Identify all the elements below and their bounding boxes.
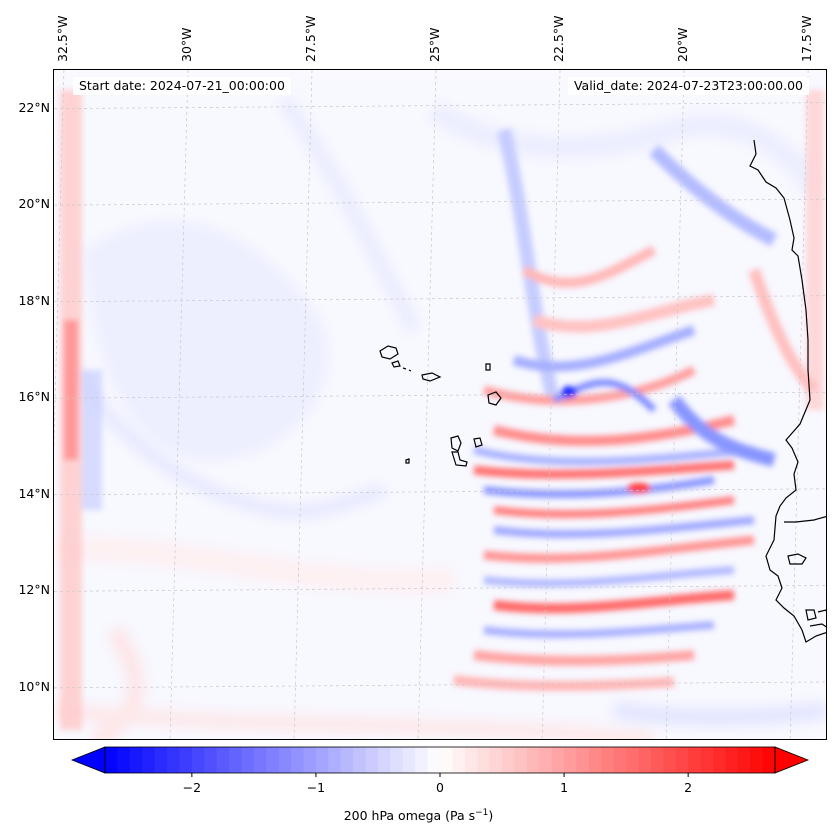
longitude-label: 22.5°W [551,15,567,62]
colorbar-segment [601,747,615,773]
colorbar-segment [650,747,664,773]
colorbar-segment [415,747,429,773]
start-date-label: Start date: 2024-07-21_00:00:00 [73,77,291,95]
latitude-label: 14°N [18,485,50,501]
colorbar-segment [514,747,528,773]
colorbar-segment [502,747,516,773]
colorbar-tick-label: 2 [684,780,693,795]
colorbar-label-exponent: −1 [475,808,489,818]
colorbar-segment [204,747,218,773]
colorbar-segment [526,747,540,773]
colorbar-segment [328,747,342,773]
african-coastline [749,139,826,643]
colorbar-segment [390,747,404,773]
colorbar-segment [750,747,764,773]
colorbar-segment [427,747,441,773]
meridian-line [541,70,561,739]
colorbar-min-extend [70,746,106,774]
colorbar-segment [216,747,230,773]
colorbar-segment [117,747,131,773]
colorbar-segment [477,747,491,773]
colorbar-segment [315,747,329,773]
colorbar-segment [353,747,367,773]
valid-date-label: Valid_date: 2024-07-23T23:00:00.00 [567,77,809,95]
longitude-label: 17.5°W [799,15,815,62]
west-edge-strip [60,90,824,730]
longitude-label: 25°W [427,27,443,62]
colorbar-segment [365,747,379,773]
colorbar-tick-label: −1 [306,780,326,795]
colorbar-tick-label: −2 [182,780,202,795]
colorbar-segment [588,747,602,773]
colorbar-label-main: 200 hPa omega (Pa s [343,808,476,824]
longitude-label: 27.5°W [303,15,318,62]
colorbar-segment [253,747,267,773]
colorbar-segment [291,747,305,773]
latitude-label: 12°N [18,582,50,598]
latitude-label: 16°N [18,389,50,405]
longitude-label: 30°W [178,27,194,62]
colorbar-segment [266,747,280,773]
colorbar-segment [700,747,714,773]
colorbar-segment [179,747,193,773]
latitude-label: 10°N [18,678,50,694]
meridian-line [417,70,437,739]
colorbar-tick-label: 1 [560,780,569,795]
central-wave-zone [453,128,819,691]
colorbar-segment [688,747,702,773]
colorbar-segment [675,747,689,773]
colorbar-segment [464,747,478,773]
latitude-label: 20°N [18,196,50,212]
latitude-label: 22°N [18,99,50,115]
colorbar-label: 200 hPa omega (Pa s−1) [0,808,837,823]
colorbar-segment [440,747,454,773]
colorbar-segment [303,747,317,773]
colorbar-segment [340,747,354,773]
colorbar-segment [626,747,640,773]
graticule [54,70,826,739]
colorbar-segment [737,747,751,773]
colorbar-segment [551,747,565,773]
colorbar-segment [402,747,416,773]
colorbar-segment [229,747,243,773]
colorbar-segment [725,747,739,773]
colorbar-segment [762,747,776,773]
colorbar-segment [105,747,119,773]
colorbar-segment [663,747,677,773]
colorbar-segment [278,747,292,773]
colorbar-segment [129,747,143,773]
colorbar-label-tail: ) [488,808,494,824]
background-field [54,70,826,739]
map-panel [53,69,827,740]
latitude-label: 18°N [18,292,50,308]
colorbar-segment [712,747,726,773]
cape-verde-islands [379,345,502,467]
colorbar-segment [638,747,652,773]
colorbar-max-extend [774,746,810,774]
meridian-line [293,70,313,739]
longitude-label: 20°W [675,27,691,62]
colorbar-segment [241,747,255,773]
meridian-line [169,70,189,739]
colorbar-segment [191,747,205,773]
colorbar-segment [154,747,168,773]
meridian-line [789,70,809,739]
colorbar-segment [167,747,181,773]
longitude-label: 32.5°W [54,15,70,62]
colorbar-segment [576,747,590,773]
colorbar-segment [452,747,466,773]
colorbar-segment [564,747,578,773]
colorbar [70,746,810,777]
omega-field-map [54,70,826,739]
colorbar-tick-label: 0 [436,780,444,795]
colorbar-segment [142,747,156,773]
colorbar-segment [539,747,553,773]
colorbar-segment [489,747,503,773]
meridian-line [665,70,685,739]
colorbar-segment [377,747,391,773]
colorbar-segment [613,747,627,773]
